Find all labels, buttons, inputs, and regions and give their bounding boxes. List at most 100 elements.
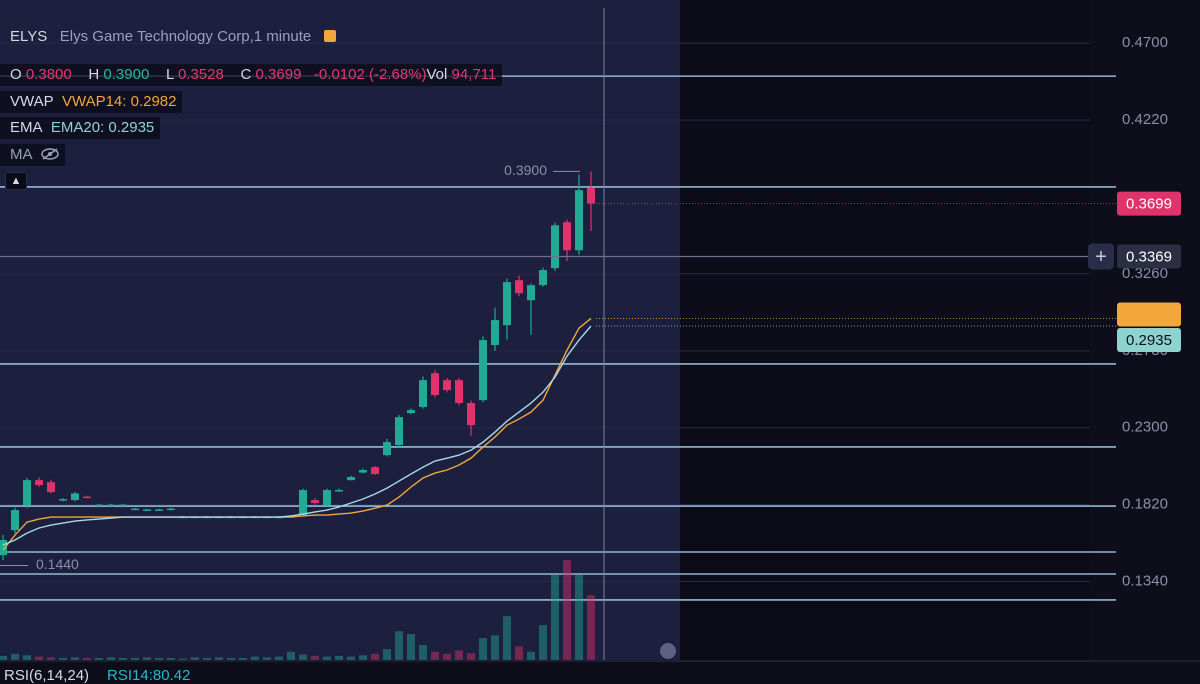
vol-key: Vol <box>426 66 448 83</box>
rsi-value: RSI14:80.42 <box>107 667 190 684</box>
candle-body <box>479 340 487 401</box>
volume-bar <box>539 625 547 660</box>
indicator-row: VWAP VWAP14: 0.2982 <box>0 91 183 113</box>
volume-bar <box>455 650 463 660</box>
volume-bar <box>287 651 295 660</box>
volume-bar <box>227 657 235 660</box>
hidden-icon[interactable] <box>41 148 59 160</box>
volume-bar <box>443 653 451 660</box>
price-tag <box>1117 327 1181 352</box>
ohlc-key: L <box>165 66 174 83</box>
volume-bar <box>203 657 211 660</box>
volume-bar <box>47 657 55 660</box>
price-tag-label: 0.3699 <box>1126 196 1172 213</box>
candle-body <box>563 222 571 251</box>
candle-body <box>23 480 31 506</box>
collapse-button[interactable]: ▲ <box>5 172 27 190</box>
volume-bar <box>431 651 439 660</box>
candle-body <box>431 373 439 396</box>
volume-bar <box>503 616 511 660</box>
y-tick-label: 0.1340 <box>1122 572 1168 589</box>
candle-body <box>131 508 139 511</box>
candle-body <box>335 490 343 492</box>
volume-bar <box>347 656 355 660</box>
volume-bar <box>179 658 187 660</box>
candle-body <box>143 509 151 511</box>
candle-body <box>59 499 67 501</box>
y-tick-label: 0.2300 <box>1122 419 1168 436</box>
ohlc-value: 0.3699 <box>255 66 302 83</box>
y-tick-label: 0.4700 <box>1122 34 1168 51</box>
volume-bar <box>323 656 331 660</box>
volume-bar <box>155 657 163 660</box>
candle-body <box>71 493 79 501</box>
indicator-value: EMA20: 0.2935 <box>50 119 155 136</box>
volume-bar <box>587 595 595 660</box>
indicator-line <box>2 317 592 551</box>
candle-body <box>419 380 427 408</box>
candle-body <box>0 540 7 556</box>
candle-body <box>551 225 559 269</box>
ohlc-key: O <box>10 66 22 83</box>
candle-body <box>95 504 103 507</box>
candle-body <box>83 496 91 499</box>
volume-bar <box>71 657 79 660</box>
candle-body <box>323 490 331 506</box>
candle-body <box>527 285 535 301</box>
volume-bar <box>359 655 367 660</box>
flag-icon[interactable] <box>323 30 336 42</box>
ohlc-value: 0.3800 <box>25 66 72 83</box>
symbol: ELYS <box>10 28 48 45</box>
volume-bar <box>491 635 499 660</box>
volume-bar <box>299 654 307 660</box>
y-tick-label: 0.1820 <box>1122 496 1168 513</box>
volume-bar <box>311 655 319 660</box>
candle-body <box>515 280 523 294</box>
marker-label: 0.3900 <box>504 162 547 178</box>
plot: 0.3900 0.1440 <box>0 8 1116 660</box>
volume-bar <box>551 575 559 660</box>
candle-body <box>11 510 19 531</box>
volume-bar <box>251 656 259 660</box>
volume-bar <box>131 657 139 660</box>
candle-body <box>575 190 583 251</box>
volume-bar <box>515 646 523 660</box>
candle-body <box>35 480 43 486</box>
change: -0.0102 (-2.68%) <box>313 66 427 83</box>
ohlc-value: 0.3900 <box>103 66 150 83</box>
ohlc-key: C <box>240 66 252 83</box>
indicator-label: VWAP <box>10 93 54 110</box>
candle-body <box>443 380 451 391</box>
marker-label: 0.1440 <box>36 556 79 572</box>
candle-body <box>311 500 319 504</box>
volume-bar <box>191 657 199 660</box>
candle-body <box>371 467 379 475</box>
volume-bar <box>83 657 91 660</box>
candle-body <box>383 442 391 456</box>
volume-bar <box>95 657 103 660</box>
candle-body <box>107 504 115 507</box>
y-tick-label: 0.4220 <box>1122 111 1168 128</box>
volume-bar <box>119 657 127 660</box>
volume-bar <box>479 638 487 660</box>
indicator-row: MA <box>0 144 65 166</box>
future-zone <box>680 0 1090 660</box>
volume-bar <box>59 657 67 660</box>
settings-icon[interactable] <box>660 643 676 659</box>
volume-bar <box>371 653 379 660</box>
candle-body <box>539 270 547 286</box>
volume-bar <box>395 631 403 660</box>
volume-bar <box>407 633 415 660</box>
candle-body <box>47 482 55 493</box>
symbol-name: Elys Game Technology Corp,1 minute <box>59 28 312 45</box>
indicator-value: VWAP14: 0.2982 <box>61 93 177 110</box>
volume-bar <box>527 651 535 660</box>
vol-value: 94,711 <box>451 66 497 83</box>
volume-bar <box>0 655 7 660</box>
candle-body <box>467 403 475 426</box>
price-tag-label: 0.2935 <box>1126 332 1172 349</box>
rsi-label: RSI(6,14,24) <box>4 667 89 684</box>
plus-button <box>1088 243 1114 270</box>
volume-bar <box>335 655 343 660</box>
indicator-label: EMA <box>10 119 43 136</box>
